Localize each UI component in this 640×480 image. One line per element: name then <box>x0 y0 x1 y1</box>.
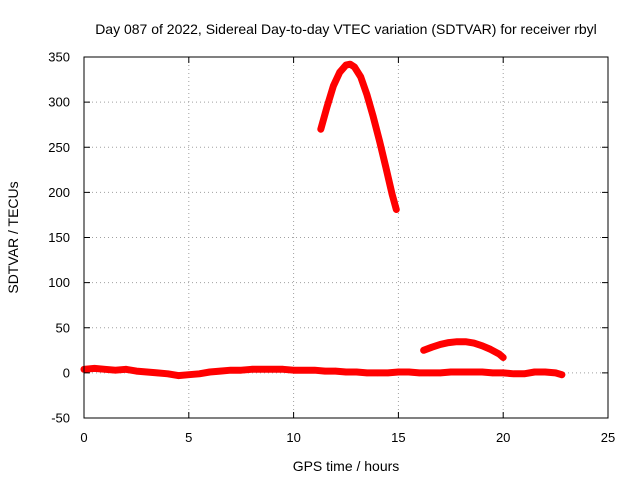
data-point-baseline <box>384 369 392 377</box>
data-point-baseline <box>122 366 130 373</box>
data-point-baseline <box>112 367 119 374</box>
x-tick-label: 0 <box>80 430 87 445</box>
y-tick-label: 50 <box>56 320 70 335</box>
series-layer <box>80 60 566 380</box>
data-point-baseline <box>154 369 161 377</box>
data-point-baseline <box>521 370 528 377</box>
y-axis-label: SDTVAR / TECUs <box>5 181 21 293</box>
y-tick-label: 100 <box>48 275 70 290</box>
data-point-arc-1 <box>393 206 400 213</box>
data-point-arc-1 <box>330 82 337 90</box>
x-tick-label: 25 <box>601 430 615 445</box>
data-point-baseline <box>342 368 350 376</box>
axis-ticks: 0 5 10 15 20 25 -50 0 50 100 150 200 250 300 350 <box>48 50 615 446</box>
data-point-baseline <box>300 367 308 374</box>
data-point-baseline <box>395 368 402 376</box>
data-point-arc-2 <box>420 347 427 354</box>
data-point-baseline <box>405 368 413 376</box>
x-tick-label: 10 <box>286 430 300 445</box>
data-point-arc-2 <box>453 338 461 345</box>
data-point-baseline <box>321 367 329 375</box>
data-point-baseline <box>279 366 287 373</box>
data-point-arc-1 <box>363 91 371 99</box>
data-point-baseline <box>175 372 182 379</box>
grid-lines <box>84 57 608 418</box>
data-point-baseline <box>133 367 140 375</box>
data-point-baseline <box>143 368 151 376</box>
data-point-baseline <box>416 369 423 377</box>
y-tick-label: -50 <box>51 411 70 426</box>
y-tick-label: 350 <box>48 50 70 65</box>
plot-frame <box>83 56 609 419</box>
data-point-baseline <box>552 369 559 377</box>
data-point-baseline <box>374 369 381 377</box>
data-point-baseline <box>541 368 549 376</box>
data-point-baseline <box>311 367 318 374</box>
data-point-arc-1 <box>351 63 358 71</box>
data-point-arc-2 <box>470 339 478 347</box>
data-point-arc-1 <box>336 69 343 76</box>
data-point-baseline <box>479 368 486 376</box>
data-point-baseline <box>227 367 234 374</box>
data-point-arc-2 <box>428 344 436 351</box>
data-point-baseline <box>238 367 245 374</box>
data-point-baseline <box>500 369 507 377</box>
data-point-arc-1 <box>357 73 364 81</box>
y-tick-label: 150 <box>48 230 70 245</box>
data-point-arc-1 <box>382 163 389 171</box>
data-point-arc-2 <box>437 341 444 348</box>
y-tick-label: 250 <box>48 140 70 155</box>
data-point-baseline <box>510 370 517 377</box>
chart-title: Day 087 of 2022, Sidereal Day-to-day VTE… <box>95 21 597 37</box>
data-point-arc-1 <box>370 113 377 120</box>
data-point-baseline <box>458 368 465 376</box>
data-point-baseline <box>447 368 454 376</box>
data-point-baseline <box>248 366 255 373</box>
data-point-baseline <box>91 365 98 372</box>
data-point-arc-2 <box>479 342 486 349</box>
data-point-baseline <box>259 366 266 373</box>
data-point-baseline <box>363 369 371 377</box>
data-point-baseline <box>290 367 297 374</box>
data-point-baseline <box>206 368 213 376</box>
data-point-baseline <box>558 371 566 378</box>
x-tick-label: 15 <box>391 430 405 445</box>
data-point-baseline <box>269 366 276 373</box>
data-point-baseline <box>437 369 444 377</box>
data-point-baseline <box>426 369 433 377</box>
data-point-arc-2 <box>495 350 503 358</box>
data-point-arc-2 <box>462 338 469 345</box>
data-point-baseline <box>217 367 224 375</box>
data-point-baseline <box>164 370 171 377</box>
data-point-baseline <box>101 366 109 373</box>
x-axis-label: GPS time / hours <box>293 458 400 474</box>
y-tick-label: 300 <box>48 95 70 110</box>
data-point-arc-1 <box>376 137 383 145</box>
data-point-arc-2 <box>487 346 494 353</box>
data-point-baseline <box>489 369 496 377</box>
data-point-baseline <box>353 368 360 376</box>
data-point-baseline <box>196 370 203 377</box>
data-point-arc-1 <box>388 191 396 198</box>
x-tick-label: 5 <box>185 430 192 445</box>
data-point-arc-2 <box>500 354 507 361</box>
data-point-arc-2 <box>445 339 452 346</box>
data-point-arc-1 <box>317 126 324 133</box>
data-point-baseline <box>468 368 475 376</box>
y-tick-label: 0 <box>63 365 70 380</box>
data-point-baseline <box>185 371 192 378</box>
data-point-baseline <box>531 368 538 376</box>
y-tick-label: 200 <box>48 185 70 200</box>
x-tick-label: 20 <box>496 430 510 445</box>
data-point-baseline <box>332 367 339 375</box>
data-point-arc-1 <box>323 103 331 110</box>
